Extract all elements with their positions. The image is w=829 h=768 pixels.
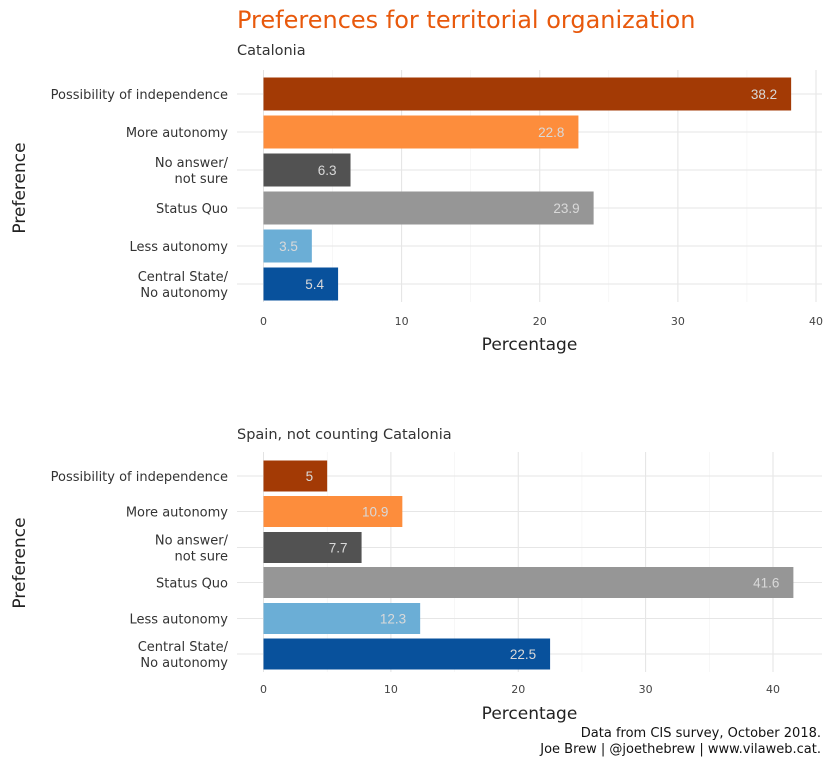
catalonia-bar-value-label: 38.2 xyxy=(751,87,777,102)
catalonia-category-label: Possibility of independence xyxy=(51,88,228,103)
catalonia-x-axis-title: Percentage xyxy=(482,335,578,355)
spain-x-tick-label: 10 xyxy=(384,683,398,696)
catalonia-bar-chart: 38.2 22.8 6.3 23.9 3.5 5.4 Possibility of inde… xyxy=(10,70,823,355)
spain-bar-central-state-no-autonomy xyxy=(263,638,551,670)
spain-bar-less-autonomy xyxy=(263,603,421,634)
catalonia-bar-value-label: 5.4 xyxy=(305,277,324,292)
catalonia-category-label: Central State/No autonomy xyxy=(138,270,229,301)
catalonia-bar-value-label: 3.5 xyxy=(279,239,298,254)
spain-x-axis-title: Percentage xyxy=(482,704,578,724)
spain-bar-value-label: 12.3 xyxy=(380,612,406,627)
spain-bar-value-label: 7.7 xyxy=(329,541,348,556)
subtitle-catalonia: Catalonia xyxy=(237,43,306,59)
catalonia-bar-no-answer-not-sure xyxy=(263,153,351,187)
caption-credit: Joe Brew | @joethebrew | www.vilaweb.cat… xyxy=(540,742,821,757)
spain-bar-value-label: 10.9 xyxy=(362,505,388,520)
catalonia-x-tick-label: 10 xyxy=(395,315,409,328)
catalonia-x-tick-label: 40 xyxy=(809,315,823,328)
catalonia-x-tick-label: 0 xyxy=(260,315,267,328)
catalonia-bar-value-label: 6.3 xyxy=(318,163,337,178)
spain-bar-status-quo xyxy=(263,567,794,598)
catalonia-bar-value-label: 22.8 xyxy=(538,125,564,140)
spain-category-label: Central State/No autonomy xyxy=(138,640,229,671)
spain-bar-value-label: 5 xyxy=(306,469,314,484)
catalonia-x-tick-label: 30 xyxy=(671,315,685,328)
spain-category-label: Possibility of independence xyxy=(51,470,228,485)
catalonia-y-axis-title: Preference xyxy=(10,142,30,233)
spain-x-tick-label: 40 xyxy=(766,683,780,696)
catalonia-category-label: Less autonomy xyxy=(130,240,229,255)
catalonia-bar-less-autonomy xyxy=(263,229,312,263)
catalonia-bar-value-label: 23.9 xyxy=(553,201,579,216)
catalonia-bar-status-quo xyxy=(263,191,594,225)
catalonia-category-label: More autonomy xyxy=(126,126,228,141)
spain-x-tick-label: 30 xyxy=(639,683,653,696)
spain-category-label: Status Quo xyxy=(156,577,228,592)
spain-x-tick-label: 20 xyxy=(511,683,525,696)
spain-bar-possibility-of-independence xyxy=(263,460,328,492)
spain-category-label: No answer/not sure xyxy=(155,534,229,565)
spain-category-label: Less autonomy xyxy=(130,613,229,628)
caption-source: Data from CIS survey, October 2018. xyxy=(580,726,821,741)
catalonia-bar-more-autonomy xyxy=(263,115,579,149)
catalonia-category-label: No answer/not sure xyxy=(155,156,229,187)
spain-bar-value-label: 22.5 xyxy=(510,647,536,662)
spain-bar-more-autonomy xyxy=(263,496,403,527)
spain-bar-value-label: 41.6 xyxy=(753,576,779,591)
spain-x-tick-label: 0 xyxy=(260,683,267,696)
catalonia-x-tick-label: 20 xyxy=(533,315,547,328)
spain-bar-no-answer-not-sure xyxy=(263,532,362,563)
spain-y-axis-title: Preference xyxy=(10,517,30,608)
subtitle-spain: Spain, not counting Catalonia xyxy=(237,427,452,443)
chart-title: Preferences for territorial organization xyxy=(237,6,696,34)
catalonia-bar-possibility-of-independence xyxy=(263,77,792,111)
catalonia-bar-central-state-no-autonomy xyxy=(263,267,339,301)
caption: Data from CIS survey, October 2018. Joe … xyxy=(540,726,821,758)
catalonia-category-label: Status Quo xyxy=(156,202,228,217)
spain-category-label: More autonomy xyxy=(126,506,228,521)
